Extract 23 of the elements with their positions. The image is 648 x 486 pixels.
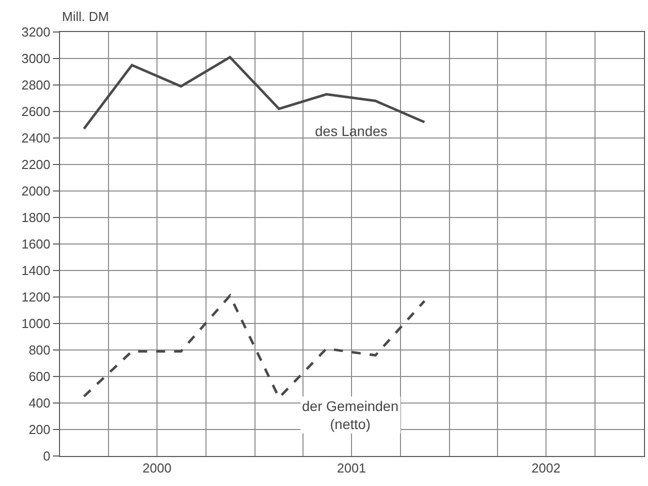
y-tick-label: 2000 bbox=[21, 184, 50, 199]
y-tick-label: 0 bbox=[43, 448, 50, 464]
x-tick-label: 2000 bbox=[142, 460, 172, 476]
y-tick-label: 2600 bbox=[21, 104, 50, 120]
y-tick-label: 3000 bbox=[21, 51, 50, 66]
y-tick-label: 1000 bbox=[21, 316, 50, 332]
y-tick-label: 1200 bbox=[21, 290, 50, 305]
x-tick-label: 2002 bbox=[532, 460, 560, 476]
x-tick-label: 2001 bbox=[337, 460, 366, 476]
series-label: der Gemeinden (netto) bbox=[302, 398, 399, 432]
y-tick-label: 2400 bbox=[21, 130, 50, 146]
y-tick-label: 1800 bbox=[21, 210, 50, 226]
y-tick-label: 3200 bbox=[21, 24, 50, 40]
y-axis-title: Mill. DM bbox=[62, 9, 109, 24]
y-tick-label: 800 bbox=[28, 342, 50, 358]
y-tick-label: 2200 bbox=[21, 157, 50, 172]
y-tick-label: 1600 bbox=[21, 236, 50, 252]
y-tick-label: 1400 bbox=[21, 263, 50, 278]
y-tick-label: 600 bbox=[28, 369, 50, 384]
y-tick-label: 200 bbox=[28, 422, 50, 438]
line-series bbox=[82, 294, 426, 399]
y-tick-label: 400 bbox=[28, 396, 50, 411]
y-tick-label: 2800 bbox=[21, 78, 50, 93]
